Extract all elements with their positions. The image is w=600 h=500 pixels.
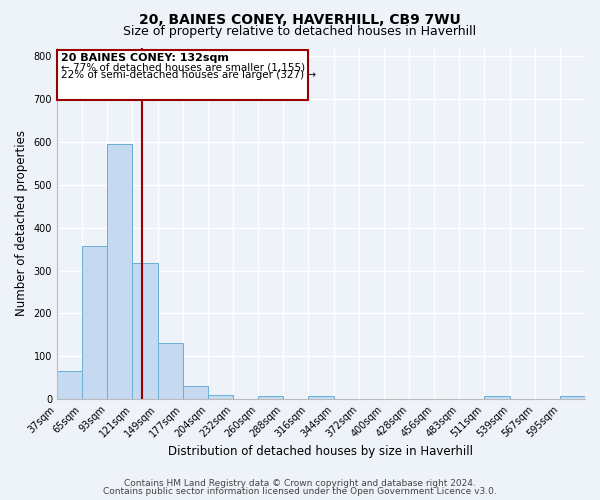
Bar xyxy=(133,263,158,399)
Bar xyxy=(484,396,509,399)
Bar xyxy=(308,396,334,399)
X-axis label: Distribution of detached houses by size in Haverhill: Distribution of detached houses by size … xyxy=(169,444,473,458)
Y-axis label: Number of detached properties: Number of detached properties xyxy=(15,130,28,316)
Text: ← 77% of detached houses are smaller (1,155): ← 77% of detached houses are smaller (1,… xyxy=(61,62,305,72)
Bar xyxy=(57,372,82,399)
Bar xyxy=(107,144,133,399)
Text: Size of property relative to detached houses in Haverhill: Size of property relative to detached ho… xyxy=(124,25,476,38)
Text: 20 BAINES CONEY: 132sqm: 20 BAINES CONEY: 132sqm xyxy=(61,53,229,63)
Bar xyxy=(182,386,208,399)
Text: Contains HM Land Registry data © Crown copyright and database right 2024.: Contains HM Land Registry data © Crown c… xyxy=(124,478,476,488)
Bar xyxy=(82,246,107,399)
Bar xyxy=(258,396,283,399)
Bar xyxy=(208,395,233,399)
Bar xyxy=(560,396,585,399)
Bar xyxy=(158,344,182,399)
FancyBboxPatch shape xyxy=(57,50,308,100)
Text: 22% of semi-detached houses are larger (327) →: 22% of semi-detached houses are larger (… xyxy=(61,70,317,80)
Text: 20, BAINES CONEY, HAVERHILL, CB9 7WU: 20, BAINES CONEY, HAVERHILL, CB9 7WU xyxy=(139,12,461,26)
Text: Contains public sector information licensed under the Open Government Licence v3: Contains public sector information licen… xyxy=(103,487,497,496)
